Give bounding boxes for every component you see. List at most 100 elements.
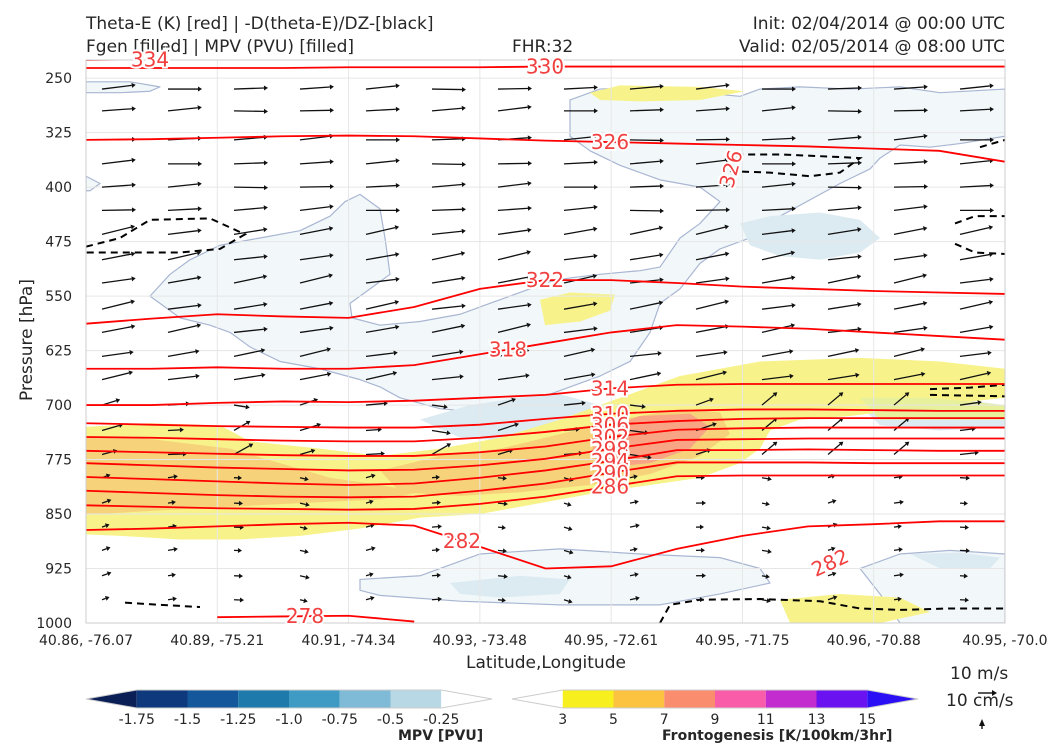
wind-vector [233,108,268,114]
mpv-colorbar-tick: -1.25 [220,712,256,728]
wind-vector-shaft [497,207,528,212]
wind-vector-head [171,572,176,578]
wind-vector [629,499,639,505]
wind-vector-shaft [299,526,305,529]
wind-vector [695,500,706,506]
wind-vector-shaft [497,276,528,284]
wind-vector-shaft [695,253,726,261]
chart-title-line2: Fgen [filled] | MPV (PVU) [filled] [86,37,355,57]
wind-vector [695,82,730,90]
wind-vector [233,302,268,310]
wind-vector-head [527,160,532,166]
wind-vector-shaft [101,326,132,334]
wind-vector [893,107,928,113]
wind-vector-shaft [101,548,107,551]
wind-vector [233,227,268,235]
wind-vector [233,348,266,358]
wind-vector [101,498,112,504]
wind-vector [959,299,994,310]
wind-vector-shaft [629,302,660,310]
wind-vector-head [511,397,516,403]
wind-vector-head [641,404,646,410]
wind-vector-shaft [629,185,661,188]
wind-vector-head [527,135,532,141]
wind-vector [827,134,862,141]
wind-vector-shaft [431,598,439,601]
init-time: Init: 02/04/2014 @ 00:00 UTC [752,14,1005,34]
wind-vector-shaft [101,301,132,310]
wind-vector [365,324,400,334]
wind-vector [497,548,507,554]
wind-vector-shaft [497,350,526,358]
wind-vector-shaft [497,399,513,406]
wind-vector-shaft [563,303,594,310]
wind-vector-shaft [959,372,988,381]
wind-vector [101,370,134,381]
wind-vector-shaft [431,88,463,91]
wind-vector-head [791,303,796,308]
theta-e-label-318: 318 [489,338,527,362]
wind-vector [629,183,664,189]
mpv-colorbar-segment [238,690,289,708]
wind-vector-shaft [101,253,132,261]
wind-vector-head [263,108,268,114]
wind-vector [497,205,532,212]
wind-vector [431,105,466,112]
wind-vector [893,547,903,553]
fgen-colorbar-label: Frontogenesis [K/100km/3hr] [662,728,893,744]
wind-vector-head [635,523,640,529]
wind-vector-head [569,549,574,555]
wind-vector-shaft [233,303,264,310]
wind-vector-head [173,546,178,552]
wind-vector [167,596,177,602]
wind-vector [233,326,268,334]
wind-vector [695,547,705,553]
wind-vector-head [923,107,928,113]
wind-vector [299,525,308,531]
wind-vector-head [263,227,268,233]
wind-vector-head [725,136,730,142]
theta-e-contour-318 [86,324,1005,370]
wind-vector-head [792,86,796,92]
wind-vector-head [239,597,244,603]
wind-vector-shaft [893,419,907,431]
wind-vector [959,225,994,235]
wind-vector [563,372,596,381]
wind-vector-shaft [893,525,899,528]
wind-vector-shaft [563,86,594,90]
wind-vector-head [104,523,110,529]
fgen-colorbar-segment [816,690,868,708]
wind-vector [366,137,400,143]
wind-vector-shaft [563,599,569,602]
theta-e-contour-286 [86,474,1005,511]
wind-vector [959,350,992,358]
wind-vector [431,443,452,456]
wind-vector-shaft [563,374,592,381]
wind-vector-head [725,157,730,163]
wind-vector [695,573,706,579]
wind-vector-head [396,137,400,143]
wind-vector [893,300,928,310]
wind-vector-head [857,185,862,191]
wind-vector [893,347,926,358]
wind-vector-head [172,596,177,602]
wind-vector-head [131,106,136,112]
wind-vector-head [304,476,309,482]
wind-vector-head [899,572,904,578]
wind-vector-head [593,226,598,232]
theta-e-label-310: 310 [591,402,629,426]
wind-vector-head [988,225,994,231]
wind-vector [959,276,994,284]
wind-vector [959,573,968,579]
wind-vector [761,250,796,261]
wind-vector-shaft [233,374,262,381]
wind-vector-shaft [365,402,384,406]
wind-vector-head [525,348,530,354]
x-tick-label: 40.95, -70.0 [962,633,1047,649]
wind-vector [629,404,646,410]
wind-vector-head [260,348,266,354]
wind-vector-head [237,475,242,481]
wind-vector-shaft [629,160,660,165]
wind-vector-head [963,573,968,579]
wind-vector-head [568,526,573,531]
